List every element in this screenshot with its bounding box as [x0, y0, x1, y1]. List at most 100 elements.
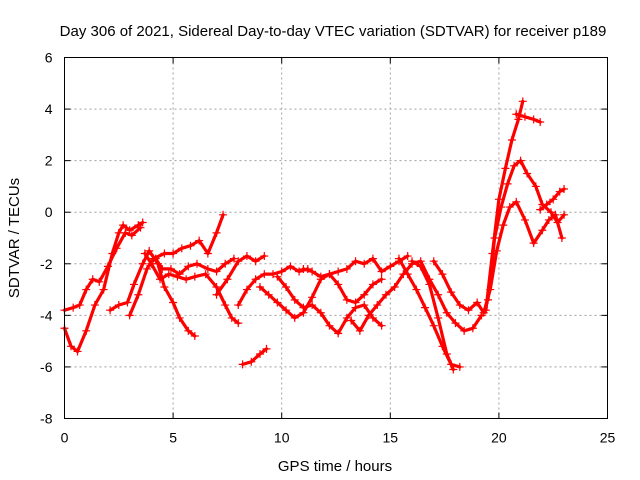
data-point-trace-10-2 — [273, 298, 282, 307]
data-point-trace-20-2 — [549, 195, 558, 204]
data-point-trace-3-1 — [114, 301, 123, 310]
data-point-trace-8-7 — [295, 267, 304, 276]
data-point-trace-18-1 — [490, 234, 499, 242]
data-point-trace-8-6 — [286, 262, 295, 271]
data-point-trace-12-3 — [325, 270, 334, 279]
data-point-trace-12-8 — [368, 254, 377, 263]
data-point-trace-18-5 — [516, 156, 525, 165]
data-point-trace-5-1 — [147, 259, 156, 268]
data-point-trace-13-11 — [442, 308, 451, 317]
data-point-trace-14-2 — [412, 285, 421, 294]
data-point-trace-13-12 — [451, 319, 460, 328]
data-point-trace-7-3 — [242, 252, 251, 261]
data-point-trace-5-2 — [156, 275, 165, 284]
data-point-trace-16-15 — [544, 215, 553, 224]
data-point-trace-2-1 — [69, 303, 78, 312]
y-tick-label-4: 0 — [45, 204, 53, 220]
data-point-trace-12-10 — [386, 262, 395, 271]
y-tick-label-3: -2 — [40, 256, 53, 272]
series-line-trace-15 — [410, 259, 455, 372]
data-point-trace-19-2 — [529, 115, 538, 124]
data-point-trace-12-12 — [403, 252, 412, 261]
series-trace-11 — [273, 272, 386, 338]
data-point-trace-10-13 — [368, 280, 377, 289]
data-point-trace-12-7 — [360, 259, 369, 268]
data-point-trace-3-9 — [175, 313, 184, 322]
data-point-trace-6-8 — [221, 259, 230, 268]
data-point-trace-9-0 — [238, 360, 247, 369]
series-trace-7 — [212, 252, 269, 299]
data-point-trace-14-1 — [403, 270, 412, 279]
data-point-trace-6-4 — [184, 262, 193, 271]
data-point-trace-8-5 — [277, 267, 286, 276]
data-point-trace-16-5 — [473, 298, 482, 307]
data-point-trace-1-1 — [67, 342, 76, 351]
chart-title: Day 306 of 2021, Sidereal Day-to-day VTE… — [60, 23, 607, 40]
data-point-trace-11-6 — [325, 321, 334, 330]
x-axis-label: GPS time / hours — [278, 458, 392, 475]
data-point-trace-10-0 — [255, 282, 264, 291]
data-point-trace-5-7 — [201, 270, 210, 279]
data-point-trace-2-2 — [75, 301, 84, 310]
data-point-trace-19-1 — [520, 112, 529, 121]
series-line-trace-18 — [486, 159, 566, 302]
data-point-trace-14-0 — [394, 254, 403, 263]
data-point-trace-12-9 — [377, 267, 386, 276]
data-point-trace-11-1 — [282, 282, 291, 291]
data-point-trace-4-8 — [195, 236, 204, 245]
data-point-trace-4-10 — [212, 228, 221, 237]
data-point-trace-7-1 — [223, 275, 232, 284]
data-point-trace-4-9 — [203, 249, 212, 258]
data-point-trace-3-4 — [138, 259, 147, 268]
data-point-trace-16-17 — [557, 234, 566, 242]
data-point-trace-13-1 — [355, 326, 364, 335]
data-point-trace-2-9 — [127, 231, 136, 240]
data-point-trace-3-2 — [123, 298, 132, 307]
series-trace-13 — [347, 257, 486, 335]
data-point-trace-3-5 — [145, 246, 154, 255]
data-point-trace-10-10 — [342, 295, 351, 304]
series-line-trace-9 — [241, 347, 269, 366]
data-point-trace-9-1 — [247, 357, 256, 366]
data-point-trace-4-2 — [143, 264, 152, 273]
data-point-trace-6-7 — [212, 267, 221, 276]
data-point-trace-3-0 — [106, 306, 115, 315]
data-point-trace-18-4 — [510, 161, 519, 170]
data-point-trace-18-0 — [484, 295, 493, 304]
x-tick-label-1: 5 — [169, 430, 177, 446]
data-point-trace-3-3 — [130, 280, 139, 289]
data-point-trace-1-11 — [138, 218, 147, 227]
data-point-trace-13-10 — [434, 290, 443, 299]
series-trace-5 — [140, 249, 243, 328]
data-point-trace-18-6 — [523, 169, 532, 178]
series-line-trace-19 — [514, 112, 542, 124]
data-point-trace-17-3 — [501, 164, 510, 173]
series-trace-18 — [484, 156, 569, 304]
data-point-trace-9-3 — [262, 344, 271, 353]
data-point-trace-10-9 — [334, 280, 343, 289]
plot-frame — [64, 57, 608, 419]
data-point-trace-11-7 — [334, 329, 343, 338]
data-point-trace-1-5 — [99, 285, 108, 294]
data-point-trace-17-2 — [494, 195, 503, 204]
data-point-trace-4-0 — [125, 311, 134, 320]
data-point-trace-16-9 — [499, 221, 508, 230]
series-trace-6 — [151, 254, 238, 279]
data-point-trace-2-10 — [136, 223, 145, 232]
x-tick-label-0: 0 — [61, 430, 69, 446]
data-point-trace-11-0 — [273, 272, 282, 281]
data-point-trace-16-13 — [529, 239, 538, 248]
series-trace-19 — [512, 110, 545, 126]
data-point-trace-16-0 — [429, 257, 438, 266]
data-point-trace-14-3 — [421, 303, 430, 312]
x-tick-label-2: 10 — [274, 430, 290, 446]
data-point-trace-1-3 — [82, 326, 91, 335]
axis-ticks: 0 5 10 15 20 25 -8 -6 -4 -2 0 2 4 6 — [40, 50, 615, 446]
data-point-trace-15-4 — [442, 350, 451, 359]
data-point-trace-8-0 — [234, 301, 243, 310]
data-point-trace-6-6 — [203, 264, 212, 273]
data-point-trace-3-11 — [190, 331, 199, 340]
data-point-trace-4-5 — [169, 249, 178, 258]
data-point-trace-8-4 — [269, 270, 278, 279]
data-point-trace-1-4 — [90, 301, 99, 310]
